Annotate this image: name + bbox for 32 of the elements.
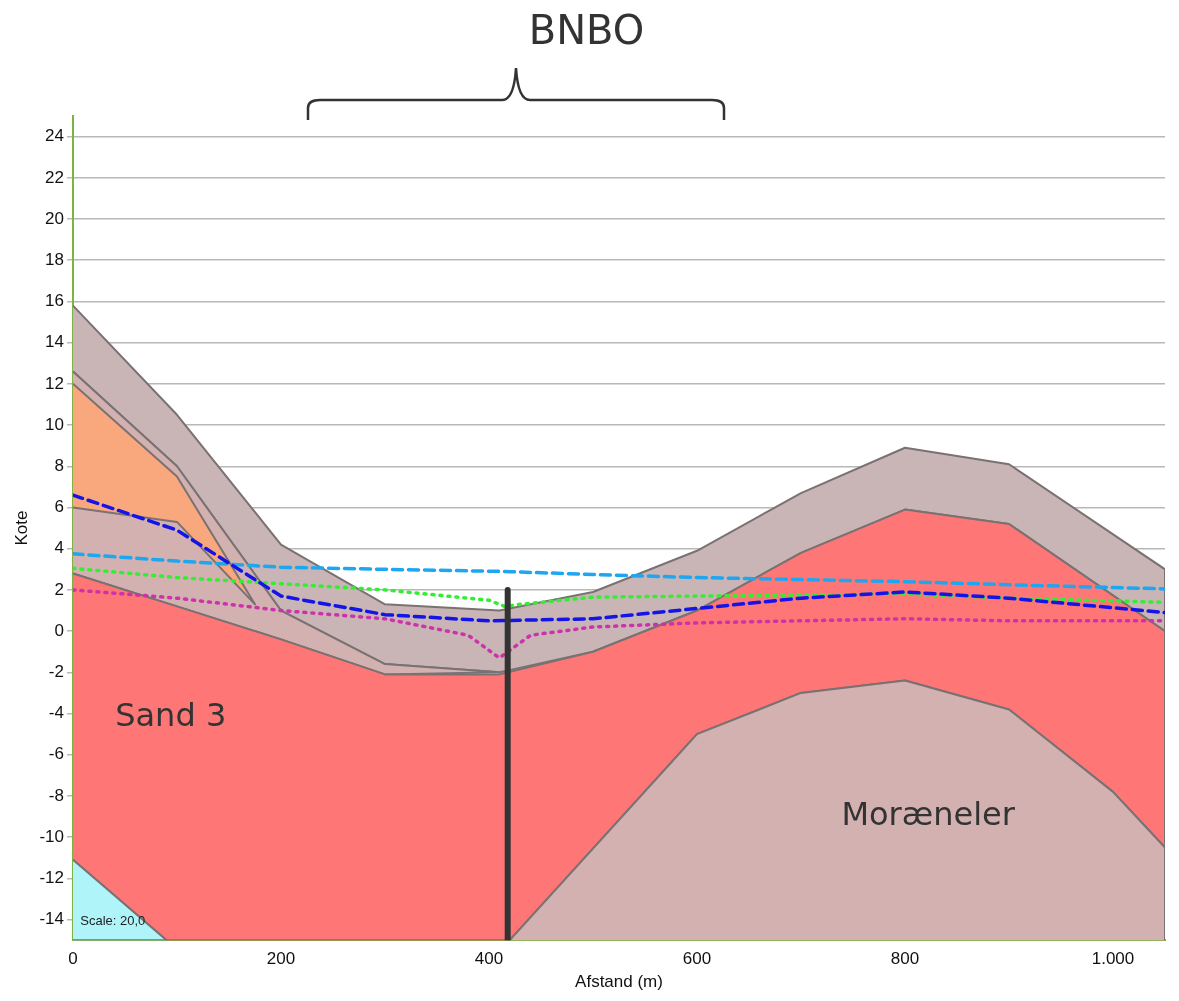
x-tick-label: 400 [474,949,504,969]
x-tick-label: 800 [890,949,920,969]
y-tick-label: -14 [39,909,64,929]
y-tick-label: -4 [48,703,64,723]
y-axis-title: Kote [11,510,31,546]
x-tick-label: 200 [266,949,296,969]
y-tick-label: 24 [45,126,64,146]
y-tick-label: 18 [45,249,64,269]
y-tick-label: 16 [45,291,64,311]
y-tick-label: 4 [54,538,64,558]
y-tick-label: 0 [54,620,64,640]
y-tick-label: 22 [45,167,64,187]
chart-title: BNBO [528,7,645,54]
y-tick-label: 14 [45,332,64,352]
y-tick-label: 6 [54,497,64,517]
y-tick-label: 10 [45,414,64,434]
x-tick-label: 0 [68,949,78,969]
x-axis-title: Afstand (m) [575,972,663,992]
y-tick-label: -2 [48,662,64,682]
y-tick-label: 2 [54,579,64,599]
y-tick-label: 20 [45,208,64,228]
y-tick-label: 8 [54,455,64,475]
x-tick-label: 600 [682,949,712,969]
y-tick-label: 12 [45,373,64,393]
x-tick-label: 1.000 [1091,949,1135,969]
annotation: Scale: 20,0 [80,912,146,928]
y-tick-label: -6 [48,744,64,764]
y-tick-label: -12 [39,868,64,888]
annotation: Sand 3 [115,696,227,735]
y-tick-label: -10 [39,826,64,846]
y-tick-label: -8 [48,785,64,805]
annotation: Moræneler [841,795,1016,834]
